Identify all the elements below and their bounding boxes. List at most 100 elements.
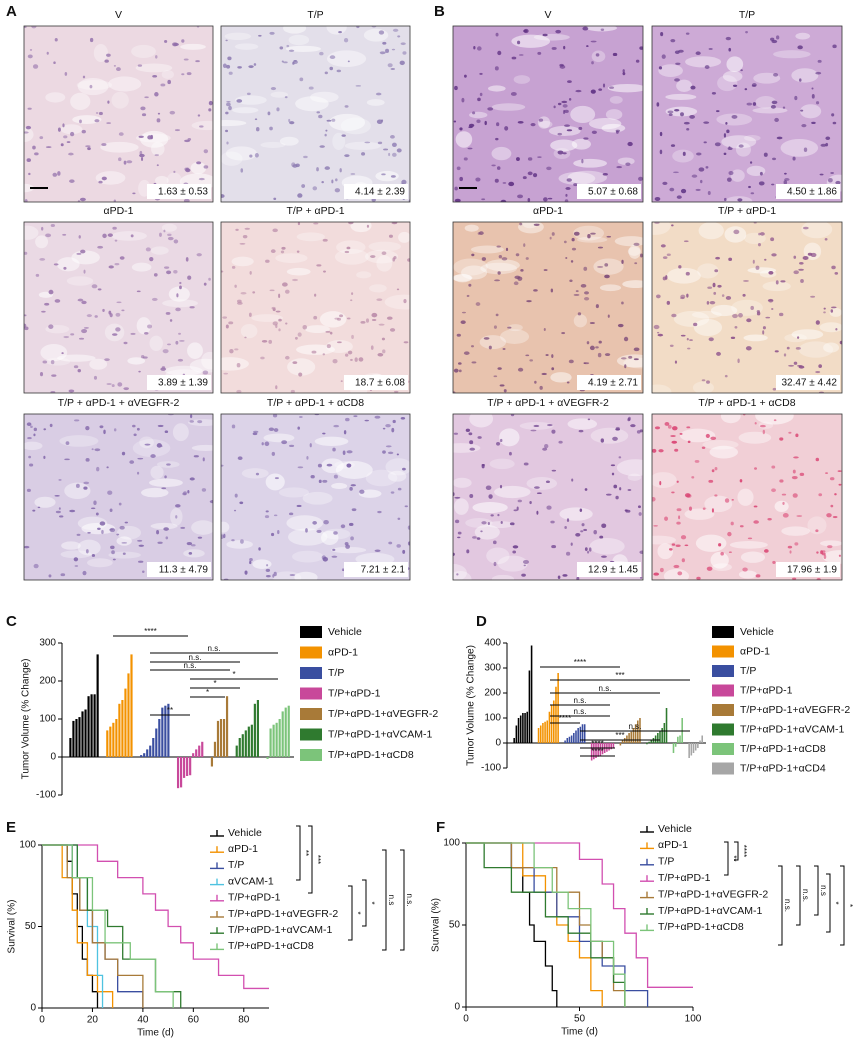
nucleus: [90, 507, 96, 510]
bar: [189, 757, 192, 776]
nucleus: [517, 499, 522, 503]
nucleus: [689, 114, 695, 119]
nucleus: [827, 545, 833, 549]
significance-label: n.s.: [783, 899, 792, 912]
nucleus: [815, 71, 822, 75]
bar: [674, 743, 677, 747]
nucleus: [477, 232, 481, 235]
nucleus: [236, 363, 241, 368]
stroma: [100, 141, 139, 153]
nucleus: [705, 433, 710, 438]
bar: [69, 738, 72, 757]
stroma: [685, 56, 722, 68]
nucleus: [297, 222, 301, 226]
stroma: [453, 443, 481, 453]
nucleus: [768, 270, 774, 275]
bar: [109, 726, 112, 757]
nucleus: [707, 286, 713, 289]
nucleus: [763, 152, 768, 157]
nucleus: [197, 114, 201, 117]
nucleus: [570, 260, 574, 263]
nucleus: [24, 131, 29, 134]
stroma: [684, 508, 715, 520]
nucleus: [179, 340, 185, 342]
nucleus: [481, 198, 486, 201]
nucleus: [607, 314, 610, 318]
nucleus: [617, 323, 624, 328]
nucleus: [588, 547, 592, 552]
bar: [222, 719, 226, 757]
y-axis-title: Survival (%): [431, 898, 442, 952]
nucleus: [237, 299, 242, 303]
nucleus: [546, 424, 553, 427]
nucleus: [802, 226, 809, 230]
nucleus: [742, 293, 746, 297]
y-axis-title: Survival (%): [7, 900, 18, 954]
nucleus: [390, 175, 396, 178]
stroma: [673, 311, 710, 327]
nucleus: [35, 273, 40, 277]
nucleus: [654, 196, 661, 201]
nucleus: [403, 341, 409, 344]
nucleus: [319, 51, 324, 56]
nucleus: [156, 530, 160, 535]
nucleus: [142, 570, 145, 573]
image-value: 11.3 ± 4.79: [159, 565, 209, 576]
stroma: [232, 107, 259, 114]
nucleus: [533, 289, 538, 292]
nucleus: [553, 105, 556, 109]
bar: [621, 740, 624, 743]
nucleus: [666, 253, 671, 256]
nucleus: [33, 563, 39, 569]
nucleus: [129, 460, 135, 464]
nucleus: [244, 570, 248, 575]
micrograph: [220, 221, 411, 394]
nucleus: [77, 298, 84, 302]
bar: [599, 743, 602, 756]
nucleus: [26, 422, 32, 426]
nucleus: [520, 268, 524, 272]
nucleus: [378, 30, 385, 35]
nucleus: [503, 389, 507, 393]
nucleus: [264, 441, 270, 447]
nucleus: [344, 105, 349, 108]
image-value: 12.9 ± 1.45: [588, 565, 638, 576]
nucleus: [551, 429, 556, 434]
nucleus: [737, 358, 740, 364]
nucleus: [167, 233, 172, 237]
nucleus: [316, 264, 322, 267]
nucleus: [676, 195, 682, 199]
nucleus: [799, 472, 805, 476]
stroma: [172, 423, 189, 442]
nucleus: [78, 337, 85, 340]
nucleus: [481, 521, 487, 525]
nucleus: [723, 133, 727, 138]
stroma: [485, 259, 520, 272]
legend-label: T/P+αPD-1+αCD8: [740, 743, 826, 755]
nucleus: [742, 567, 748, 572]
nucleus: [502, 182, 507, 184]
stroma: [189, 358, 213, 373]
nucleus: [331, 118, 336, 122]
nucleus: [324, 133, 327, 137]
nucleus: [816, 551, 819, 554]
legend-label: Vehicle: [328, 626, 362, 638]
nucleus: [303, 155, 308, 159]
stroma: [819, 540, 842, 547]
nucleus: [138, 560, 144, 563]
nucleus: [176, 293, 179, 298]
nucleus: [698, 167, 705, 172]
nucleus: [350, 484, 357, 487]
stroma: [573, 158, 608, 168]
legend-label: T/P: [658, 856, 674, 868]
nucleus: [824, 237, 828, 241]
image-border: [651, 413, 843, 581]
significance-bracket: [734, 841, 739, 861]
nucleus: [454, 496, 461, 499]
nucleus: [292, 60, 298, 65]
nucleus: [392, 419, 396, 424]
nucleus: [60, 143, 64, 147]
bar: [566, 738, 569, 743]
nucleus: [381, 251, 387, 256]
nucleus: [755, 574, 761, 578]
